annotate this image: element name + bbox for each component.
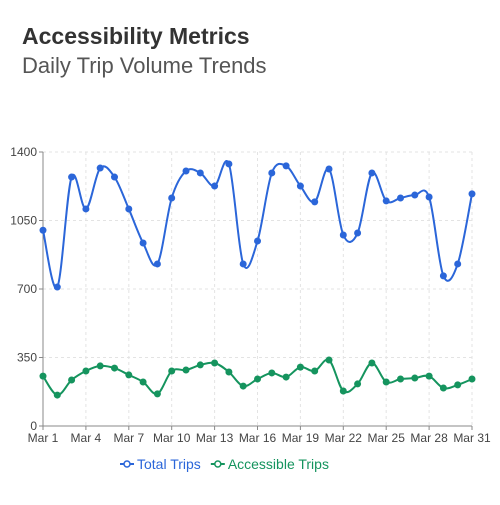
- data-point: [425, 193, 433, 201]
- data-point: [111, 173, 118, 181]
- x-tick-label: Mar 10: [153, 431, 191, 445]
- data-point: [53, 391, 61, 399]
- data-point: [311, 198, 319, 206]
- data-point: [454, 381, 462, 389]
- data-point: [39, 226, 47, 234]
- data-point: [354, 229, 362, 237]
- data-point: [182, 167, 190, 175]
- data-point: [382, 197, 390, 205]
- data-point: [211, 182, 219, 190]
- data-point: [268, 169, 276, 177]
- data-point: [168, 194, 176, 202]
- data-point: [96, 362, 104, 370]
- data-point: [182, 366, 190, 374]
- data-point: [439, 384, 447, 392]
- data-point: [439, 272, 447, 280]
- data-point: [468, 375, 476, 383]
- data-point: [196, 169, 204, 177]
- data-point: [454, 260, 462, 268]
- x-tick-label: Mar 7: [113, 431, 144, 445]
- chart-title: Accessibility Metrics: [22, 23, 250, 49]
- x-tick-label: Mar 31: [453, 431, 491, 445]
- data-point: [325, 165, 333, 173]
- data-point: [239, 382, 247, 390]
- y-tick-label: 1050: [10, 214, 37, 228]
- data-point: [339, 231, 347, 239]
- data-point: [225, 368, 233, 376]
- data-point: [468, 190, 476, 198]
- x-tick-label: Mar 16: [239, 431, 277, 445]
- data-point: [425, 372, 433, 380]
- data-point: [196, 361, 204, 369]
- data-point: [125, 371, 133, 379]
- data-point: [211, 359, 219, 367]
- data-point: [153, 260, 161, 268]
- x-tick-label: Mar 22: [325, 431, 363, 445]
- y-tick-label: 1400: [10, 145, 37, 159]
- data-point: [111, 364, 118, 372]
- data-point: [325, 356, 333, 364]
- x-tick-label: Mar 1: [28, 431, 59, 445]
- x-tick-label: Mar 19: [282, 431, 320, 445]
- data-point: [254, 375, 261, 383]
- data-point: [296, 182, 304, 190]
- data-point: [368, 359, 376, 367]
- y-tick-label: 700: [17, 282, 37, 296]
- data-point: [411, 374, 419, 382]
- data-point: [96, 164, 104, 172]
- data-point: [225, 160, 233, 168]
- data-point: [296, 363, 304, 371]
- data-point: [82, 205, 90, 213]
- legend-label: Total Trips: [137, 456, 201, 472]
- data-point: [82, 367, 90, 375]
- y-tick-label: 0: [30, 419, 37, 433]
- data-point: [139, 378, 147, 386]
- data-point: [282, 162, 290, 170]
- data-point: [354, 380, 362, 388]
- x-tick-label: Mar 4: [71, 431, 102, 445]
- data-point: [339, 387, 347, 395]
- x-tick-label: Mar 28: [410, 431, 448, 445]
- data-point: [68, 376, 76, 384]
- data-point: [68, 173, 76, 181]
- data-point: [153, 390, 161, 398]
- data-point: [239, 260, 247, 268]
- data-point: [254, 237, 261, 245]
- x-tick-label: Mar 25: [368, 431, 406, 445]
- x-tick-label: Mar 13: [196, 431, 234, 445]
- data-point: [53, 283, 61, 291]
- data-point: [139, 239, 147, 247]
- data-point: [311, 367, 319, 375]
- legend-dot: [123, 460, 131, 468]
- data-point: [39, 372, 47, 380]
- y-tick-label: 350: [17, 351, 37, 365]
- data-point: [411, 191, 419, 199]
- data-point: [168, 367, 176, 375]
- data-point: [368, 169, 376, 177]
- data-point: [382, 378, 390, 386]
- chart-subtitle: Daily Trip Volume Trends: [22, 53, 267, 78]
- legend-dot: [214, 460, 222, 468]
- data-point: [268, 369, 276, 377]
- legend-label: Accessible Trips: [228, 456, 329, 472]
- data-point: [397, 375, 404, 383]
- data-point: [125, 205, 133, 213]
- data-point: [282, 373, 290, 381]
- data-point: [397, 194, 404, 202]
